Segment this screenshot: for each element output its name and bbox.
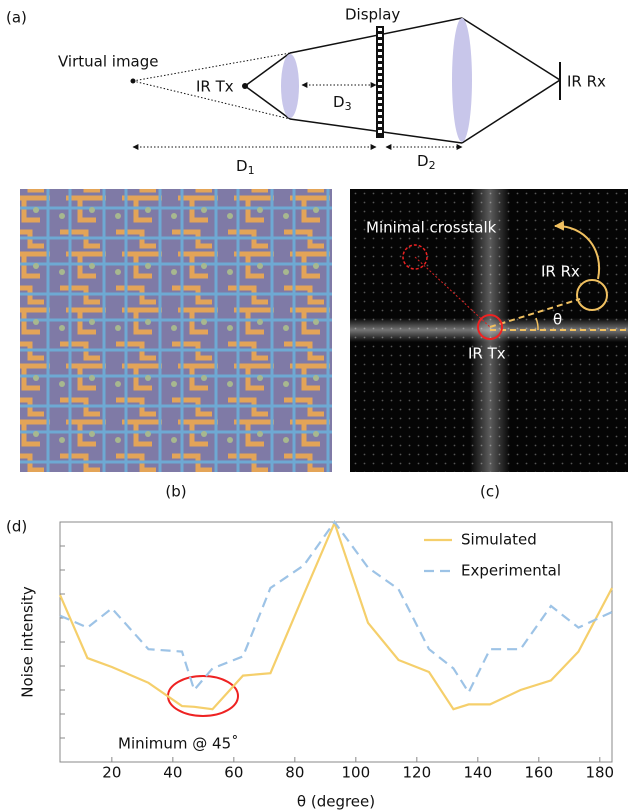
panel-label: (a) — [6, 9, 27, 27]
y-axis-label: Noise intensity — [19, 586, 37, 698]
x-tick-label: 140 — [463, 764, 492, 782]
panel-label: (b) — [165, 483, 186, 501]
label: D2 — [417, 152, 436, 173]
x-axis-label: θ (degree) — [297, 793, 375, 811]
lens — [452, 18, 472, 142]
ray — [462, 18, 560, 80]
legend-label: Experimental — [461, 562, 561, 580]
label: IR Rx — [541, 263, 580, 281]
label: IR Tx — [196, 78, 234, 96]
label: D3 — [333, 93, 352, 114]
legend-label: Simulated — [461, 531, 537, 549]
x-tick-label: 40 — [163, 764, 182, 782]
label: D — [236, 157, 248, 175]
figure: (a) Virtual image IR Tx IR Rx Display D3… — [0, 0, 629, 811]
micrograph — [20, 189, 332, 472]
label: Virtual image — [58, 53, 159, 71]
x-tick-label: 20 — [102, 764, 121, 782]
label: D — [417, 152, 429, 170]
panel-label: (c) — [480, 483, 500, 501]
highlight — [168, 676, 238, 716]
x-tick-label: 180 — [585, 764, 614, 782]
lens — [281, 54, 299, 118]
label: D — [333, 93, 345, 111]
label: IR Rx — [567, 73, 606, 91]
panel-b: (b) — [20, 189, 332, 501]
subscript: 2 — [429, 159, 436, 172]
label: D1 — [236, 157, 255, 178]
label: IR Tx — [468, 345, 506, 363]
panel-a: (a) Virtual image IR Tx IR Rx Display D3… — [6, 6, 606, 178]
panel-label: (d) — [6, 518, 27, 536]
label: Minimal crosstalk — [366, 219, 497, 237]
plot-frame — [60, 522, 612, 762]
point — [131, 79, 136, 84]
x-tick-label: 160 — [524, 764, 553, 782]
panel-d: (d) Noise intensity θ (degree) Minimum @… — [6, 518, 614, 811]
page: {"panel_a": {"label": "(a)", "virtual_im… — [0, 0, 629, 811]
subscript: 3 — [345, 100, 352, 113]
x-tick-label: 100 — [342, 764, 371, 782]
x-tick-label: 60 — [224, 764, 243, 782]
data-line — [60, 523, 612, 709]
label: Display — [345, 6, 400, 24]
annotation: Minimum @ 45˚ — [118, 735, 239, 753]
ray — [462, 80, 560, 143]
x-tick-label: 120 — [402, 764, 431, 782]
subscript: 1 — [248, 164, 255, 177]
point — [242, 83, 248, 89]
x-tick-label: 80 — [285, 764, 304, 782]
panel-c: Minimal crosstalk IR Tx IR Rx θ (c) — [350, 189, 628, 501]
label: θ — [553, 311, 562, 329]
